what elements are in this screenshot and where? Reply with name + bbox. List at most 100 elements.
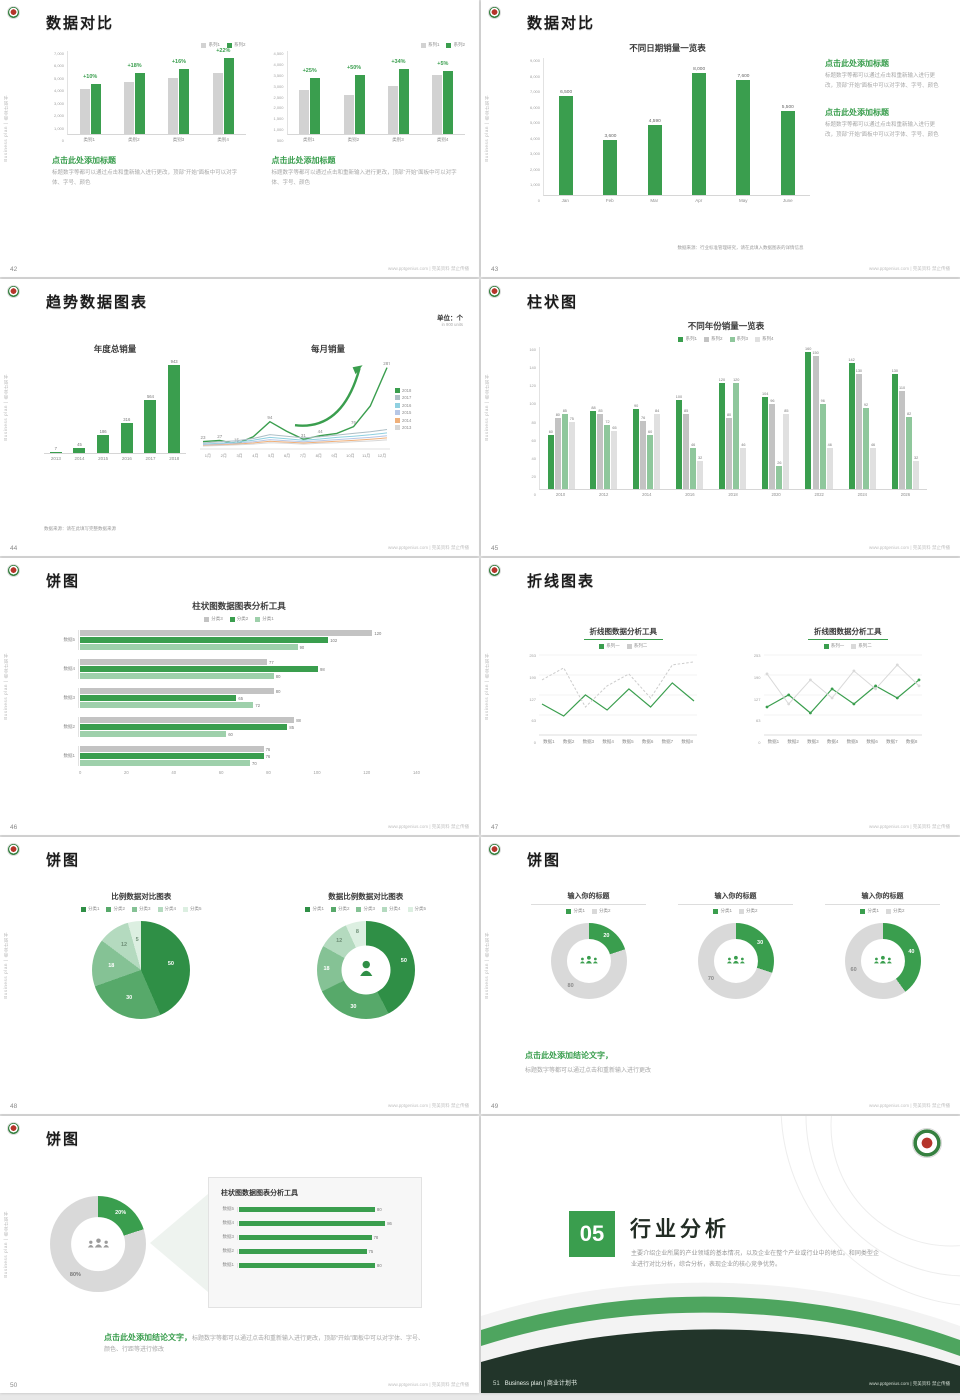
bar-column: 80: [554, 347, 561, 489]
bar: [718, 382, 725, 489]
slide-footer: www.pptgenius.com | 完美资料 禁止传播: [869, 1103, 950, 1108]
bar-value: 70: [252, 760, 257, 766]
unit-note: 单位：个 in 900 units: [437, 312, 463, 327]
chart-title: 折线图数据分析工具: [583, 626, 663, 640]
brand-logo-icon: [7, 564, 20, 577]
text-body: 标题数字等都可以通过点击和重新输入进行更改，顶部“开始”面板中可以对字体、字号、…: [52, 170, 238, 186]
slide-43: Business plan | 商业计划书 数据对比 不同日期销量一览表 9,0…: [481, 0, 960, 277]
legend-item: 系列2: [226, 42, 246, 48]
bar: [604, 425, 611, 489]
bar: [179, 69, 190, 134]
bar-column: 104: [762, 347, 768, 489]
y-tick: 5,000: [53, 75, 64, 81]
bar-track: 80: [239, 1206, 409, 1212]
bar-column: 85: [683, 347, 690, 489]
bar-column: 85: [597, 347, 604, 489]
slice-label: 20%: [115, 1209, 127, 1216]
charts-row: 比例数据对比图表 分类1 分类2 分类3 分类4 分类5 50 30 18 12 5 数据比例数据…: [46, 891, 461, 1019]
chart-title: 年度总销量: [93, 344, 137, 354]
donut-chart: 分类1 分类2 40 60: [819, 908, 946, 999]
bar-group: 142 130 92 46: [848, 347, 877, 489]
bar-column: 8,000: [692, 58, 707, 195]
bar: [733, 382, 740, 489]
chart-title: 不同年份销量一览表: [687, 321, 765, 331]
chart-legend: 分类1 分类2 分类3 分类4 分类5: [271, 906, 462, 912]
y-tick: 63: [756, 718, 761, 724]
category-label: 数据5: [222, 1206, 234, 1211]
line-plot: 23 27 15 94 31 44 76 287: [200, 361, 390, 450]
bars: 77 98 80: [78, 659, 420, 679]
brand-logo-icon: [488, 285, 501, 298]
hbar-row: 数据4 86: [221, 1220, 409, 1226]
conclusion-body: 标题数字等都可以通过点击和重新输入进行更改，顶部“开始”面板中可以对字体、字号、…: [104, 1336, 424, 1354]
bar-value: 65: [238, 695, 244, 701]
pie-body: 40 60: [844, 923, 921, 999]
x-axis: 类别1 类别2 类别3 类别4: [67, 135, 246, 143]
bar: [120, 422, 133, 453]
plot: 6,500 3,600 4,590 8,000 7,600 5,500: [543, 58, 810, 196]
bar-column: [443, 51, 454, 134]
line-chart-panel: 折线图数据分析工具 系列一 系列二 253 190 127 63 0 数据1 数据2 数据3 数据4…: [525, 626, 722, 745]
legend-label: 分类2: [746, 908, 758, 913]
x-tick: Feb: [605, 198, 614, 203]
legend-item: 分类3: [204, 616, 223, 622]
text-heading: 点击此处添加标题: [825, 108, 889, 118]
y-tick: 3,000: [53, 100, 64, 106]
slice-label: 18: [108, 962, 115, 969]
bar-column: 150: [812, 347, 819, 489]
y-tick: 4,500: [273, 51, 284, 56]
text-block: 点击此处添加标题 标题数字等都可以通过点击和重新输入进行更改，顶部“开始”面板中…: [825, 107, 941, 140]
legend-item: 2014: [395, 417, 411, 423]
legend-item: 2017: [395, 395, 411, 401]
bar: [124, 81, 135, 134]
slide-footer: www.pptgenius.com | 完美资料 禁止传播: [388, 1103, 469, 1108]
line-chart-panel: 折线图数据分析工具 系列一 系列二 253 190 127 63 0 数据1 数据2 数据3 数据4…: [750, 626, 947, 745]
bar: [239, 1234, 372, 1240]
bar-group: 160 150 96 46: [805, 347, 833, 489]
unit-label: 单位：个: [437, 315, 463, 322]
trend-arrow-icon: [294, 367, 361, 427]
bar: [223, 58, 234, 134]
hbar-row: 数据2 75: [221, 1248, 409, 1254]
x-tick: 数据7: [661, 739, 674, 744]
line-chart-body: 23 27 15 94 31 44 76 287 1月 2月 3月 4月 5月 6月 7月 8月 9月 10月 11…: [200, 359, 456, 459]
bar: [647, 435, 654, 489]
legend-item: 2016: [395, 402, 411, 408]
bar: [776, 466, 783, 489]
bar-value: 7,600: [737, 73, 750, 79]
slice-label: 18: [323, 966, 330, 972]
bar-column: [90, 51, 101, 134]
y-tick: 4,000: [53, 88, 64, 94]
slide-footer: www.pptgenius.com | 完美资料 禁止传播: [388, 266, 469, 271]
chart-title: 数据比例数据对比图表: [328, 892, 404, 901]
bar: [780, 111, 795, 195]
charts-row: 折线图数据分析工具 系列一 系列二 253 190 127 63 0 数据1 数据2 数据3 数据4…: [525, 626, 946, 745]
bar: [80, 637, 329, 643]
conclusion-heading: 点击此处添加结论文字，: [525, 1051, 613, 1060]
brand-logo-icon: [488, 564, 501, 577]
y-tick: 253: [529, 653, 536, 658]
growth-label: +22%: [216, 48, 231, 55]
bar-track: 88: [80, 717, 420, 723]
slide-footer: www.pptgenius.com | 完美资料 禁止传播: [388, 545, 469, 550]
y-tick: 160: [529, 347, 536, 352]
bar: [443, 70, 454, 134]
bar-column: 46: [740, 347, 747, 489]
bar-column: 142: [848, 347, 855, 489]
bar: [740, 447, 747, 489]
persons-icon: [579, 955, 598, 964]
y-tick: 253: [753, 653, 761, 658]
x-tick: 2016: [121, 456, 132, 461]
bar-group: +18%: [124, 51, 146, 134]
x-tick: 7月: [299, 453, 306, 458]
bar: [597, 413, 604, 489]
bar: [79, 89, 90, 134]
text-block: 点击此处添加标题 标题数字等都可以通过点击和重新输入进行更改，顶部“开始”面板中…: [50, 155, 246, 188]
y-tick: 190: [529, 674, 536, 680]
bar: [690, 447, 697, 489]
bar-group: 943: [168, 359, 181, 453]
bar-value: 26: [777, 461, 782, 466]
bar-column: 110: [899, 347, 905, 489]
bar: [762, 396, 769, 489]
y-tick: 1,500: [273, 116, 284, 122]
